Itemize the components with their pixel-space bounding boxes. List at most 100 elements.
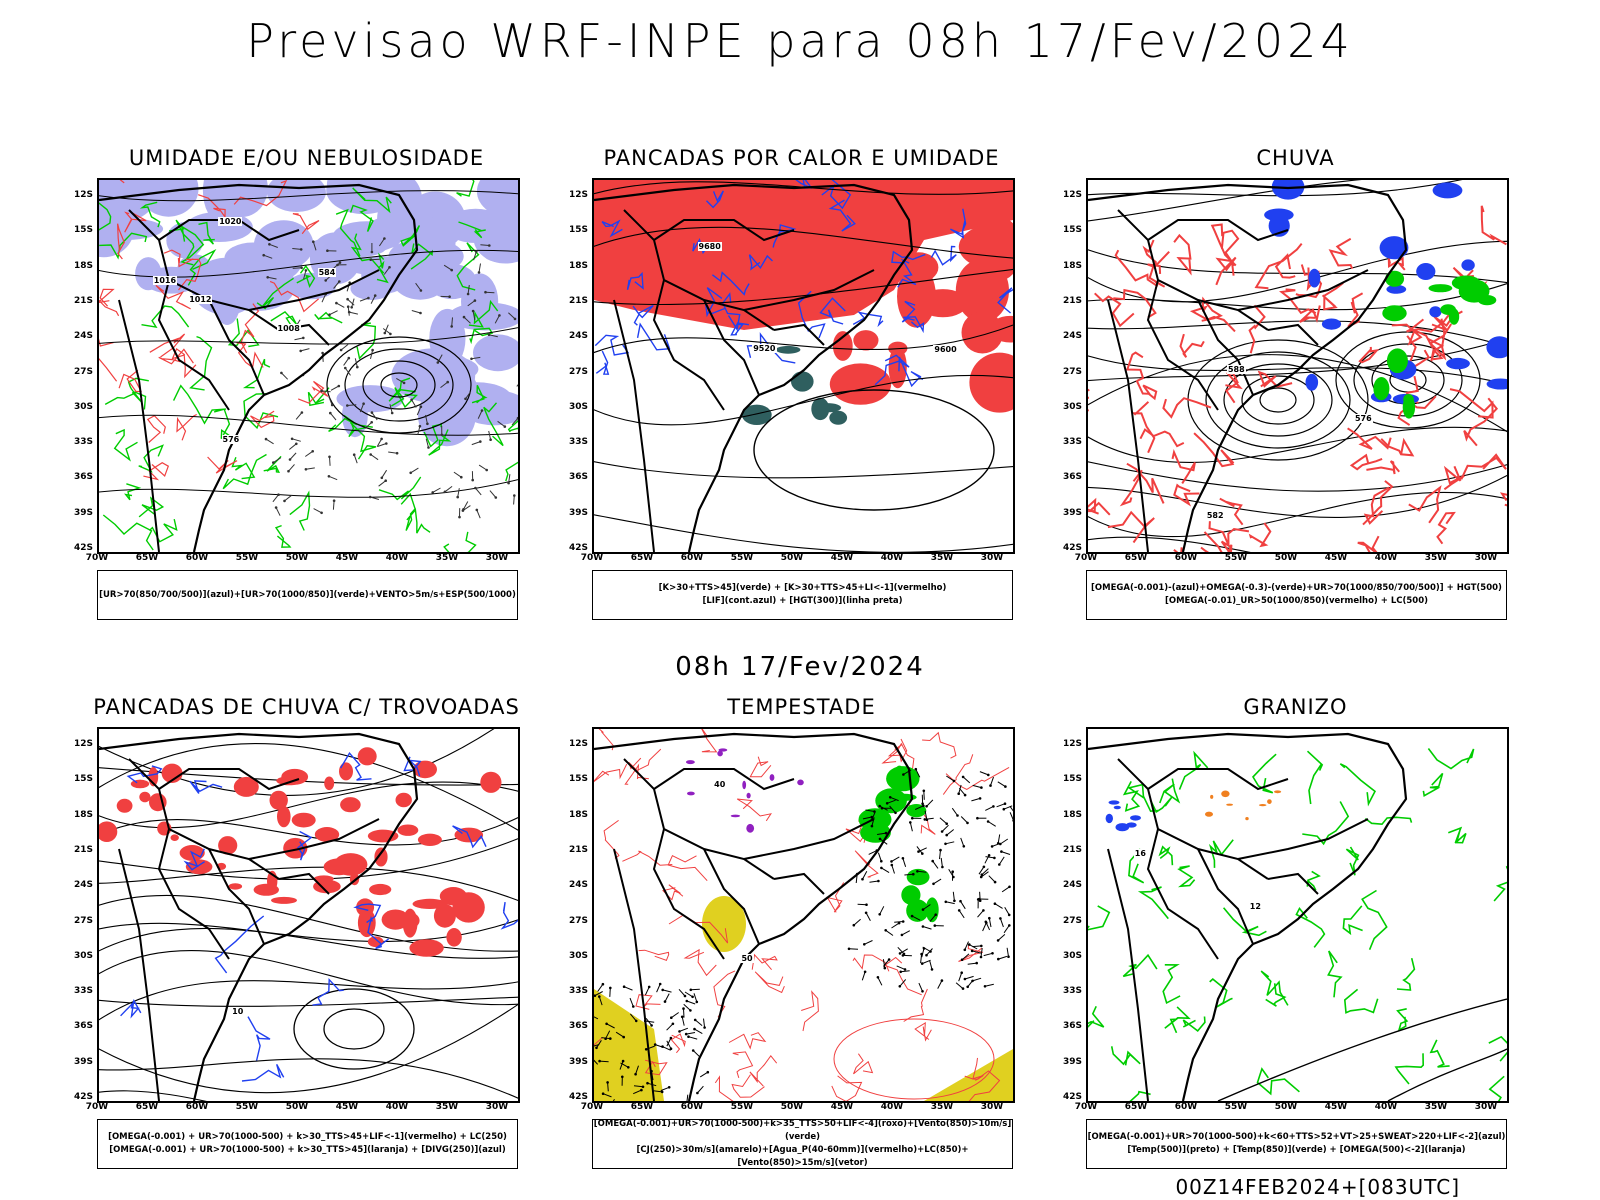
longitude-label: 70W bbox=[580, 1102, 604, 1112]
latitude-label: 27S bbox=[568, 366, 588, 377]
latitude-label: 36S bbox=[568, 472, 588, 483]
run-info-footer: 00Z14FEB2024+[083UTC] bbox=[1175, 1175, 1460, 1199]
longitude-label: 45W bbox=[830, 553, 854, 563]
longitude-label: 45W bbox=[1324, 553, 1348, 563]
forecast-map bbox=[592, 727, 1015, 1103]
latitude-label: 27S bbox=[1062, 366, 1082, 377]
latitude-label: 27S bbox=[568, 915, 588, 926]
latitude-label: 30S bbox=[568, 950, 588, 961]
longitude-label: 35W bbox=[435, 1102, 459, 1112]
latitude-label: 36S bbox=[568, 1021, 588, 1032]
legend-line: [OMEGA(-0.001) + UR>70(1000-500) + k>30_… bbox=[108, 1132, 507, 1142]
latitude-label: 42S bbox=[73, 1092, 93, 1102]
forecast-map bbox=[592, 178, 1015, 554]
latitude-label: 33S bbox=[1062, 437, 1082, 448]
panel-legend: [OMEGA(-0.001) + UR>70(1000-500) + k>30_… bbox=[97, 1119, 518, 1169]
longitude-label: 55W bbox=[730, 553, 754, 563]
legend-line: [OMEGA(-0.001)+UR>70(1000-500)+k>35_TTS>… bbox=[593, 1119, 1012, 1142]
contour-label: 582 bbox=[1205, 511, 1225, 521]
longitude-label: 60W bbox=[680, 1102, 704, 1112]
contour-label: 40 bbox=[713, 779, 727, 789]
longitude-label: 60W bbox=[680, 553, 704, 563]
longitude-label: 30W bbox=[1474, 1102, 1498, 1112]
latitude-label: 24S bbox=[1062, 331, 1082, 342]
latitude-label: 39S bbox=[73, 507, 93, 518]
latitude-label: 42S bbox=[73, 543, 93, 553]
longitude-label: 45W bbox=[830, 1102, 854, 1112]
forecast-map bbox=[1086, 727, 1509, 1103]
legend-line: [LIF](cont.azul) + [HGT(300)](linha pret… bbox=[702, 596, 903, 606]
longitude-label: 50W bbox=[1274, 553, 1298, 563]
latitude-label: 42S bbox=[568, 1092, 588, 1102]
latitude-label: 39S bbox=[1062, 1056, 1082, 1067]
contour-label: 12 bbox=[1248, 901, 1262, 911]
latitude-label: 21S bbox=[568, 844, 588, 855]
forecast-map bbox=[97, 727, 520, 1103]
latitude-label: 42S bbox=[1062, 1092, 1082, 1102]
contour-label: 1016 bbox=[152, 275, 178, 285]
latitude-label: 18S bbox=[568, 809, 588, 820]
latitude-label: 30S bbox=[568, 401, 588, 412]
longitude-label: 30W bbox=[485, 553, 509, 563]
legend-line: [OMEGA(-0.001)-(azul)+OMEGA(-0.3)-(verde… bbox=[1091, 583, 1502, 593]
latitude-label: 36S bbox=[73, 1021, 93, 1032]
latitude-label: 33S bbox=[73, 986, 93, 997]
contour-label: 584 bbox=[317, 267, 337, 277]
main-title: Previsao WRF-INPE para 08h 17/Fev/2024 bbox=[246, 14, 1354, 68]
latitude-label: 15S bbox=[568, 225, 588, 236]
contour-label: 1020 bbox=[218, 216, 243, 226]
latitude-label: 12S bbox=[568, 739, 588, 749]
latitude-label: 30S bbox=[73, 401, 93, 412]
latitude-label: 33S bbox=[568, 437, 588, 448]
forecast-map bbox=[1086, 178, 1509, 554]
longitude-label: 45W bbox=[335, 1102, 359, 1112]
latitude-label: 24S bbox=[568, 880, 588, 891]
latitude-label: 27S bbox=[1062, 915, 1082, 926]
legend-line: [UR>70(850/700/500)](azul)+[UR>70(1000/8… bbox=[99, 589, 516, 600]
longitude-label: 50W bbox=[285, 553, 309, 563]
forecast-map bbox=[97, 178, 520, 554]
latitude-label: 39S bbox=[1062, 507, 1082, 518]
longitude-label: 40W bbox=[1374, 553, 1398, 563]
latitude-label: 33S bbox=[568, 986, 588, 997]
longitude-label: 50W bbox=[780, 1102, 804, 1112]
longitude-label: 30W bbox=[980, 553, 1004, 563]
latitude-label: 12S bbox=[1062, 739, 1082, 749]
longitude-label: 50W bbox=[780, 553, 804, 563]
latitude-label: 24S bbox=[1062, 880, 1082, 891]
latitude-label: 15S bbox=[568, 774, 588, 785]
longitude-label: 60W bbox=[185, 553, 209, 563]
longitude-label: 55W bbox=[235, 1102, 259, 1112]
longitude-label: 55W bbox=[1224, 553, 1248, 563]
latitude-label: 30S bbox=[1062, 401, 1082, 412]
longitude-label: 30W bbox=[485, 1102, 509, 1112]
contour-label: 1008 bbox=[276, 323, 301, 333]
legend-line: [OMEGA(-0.001)+UR>70(1000-500)+k<60+TTS>… bbox=[1087, 1132, 1506, 1142]
panel-title: GRANIZO bbox=[1243, 695, 1348, 719]
longitude-label: 50W bbox=[285, 1102, 309, 1112]
longitude-label: 60W bbox=[1174, 1102, 1198, 1112]
latitude-label: 36S bbox=[73, 472, 93, 483]
contour-label: 9520 bbox=[752, 344, 777, 354]
longitude-label: 60W bbox=[1174, 553, 1198, 563]
panel-title: PANCADAS POR CALOR E UMIDADE bbox=[603, 146, 1000, 170]
longitude-label: 65W bbox=[630, 553, 654, 563]
longitude-label: 50W bbox=[1274, 1102, 1298, 1112]
contour-label: 576 bbox=[221, 435, 241, 445]
latitude-label: 15S bbox=[73, 774, 93, 785]
longitude-label: 70W bbox=[85, 1102, 109, 1112]
legend-line: [K>30+TTS>45](verde) + [K>30+TTS>45+LI<-… bbox=[658, 583, 947, 593]
longitude-label: 70W bbox=[1074, 1102, 1098, 1112]
longitude-label: 65W bbox=[1124, 553, 1148, 563]
panel-legend: [OMEGA(-0.001)+UR>70(1000-500)+k<60+TTS>… bbox=[1086, 1119, 1507, 1169]
latitude-label: 12S bbox=[1062, 190, 1082, 200]
longitude-label: 55W bbox=[235, 553, 259, 563]
latitude-label: 12S bbox=[73, 739, 93, 749]
longitude-label: 55W bbox=[730, 1102, 754, 1112]
longitude-label: 70W bbox=[85, 553, 109, 563]
contour-label: 9600 bbox=[933, 344, 958, 354]
contour-label: 1012 bbox=[188, 294, 213, 304]
panel-legend: [OMEGA(-0.001)+UR>70(1000-500)+k>35_TTS>… bbox=[592, 1119, 1013, 1169]
latitude-label: 18S bbox=[73, 809, 93, 820]
latitude-label: 39S bbox=[73, 1056, 93, 1067]
